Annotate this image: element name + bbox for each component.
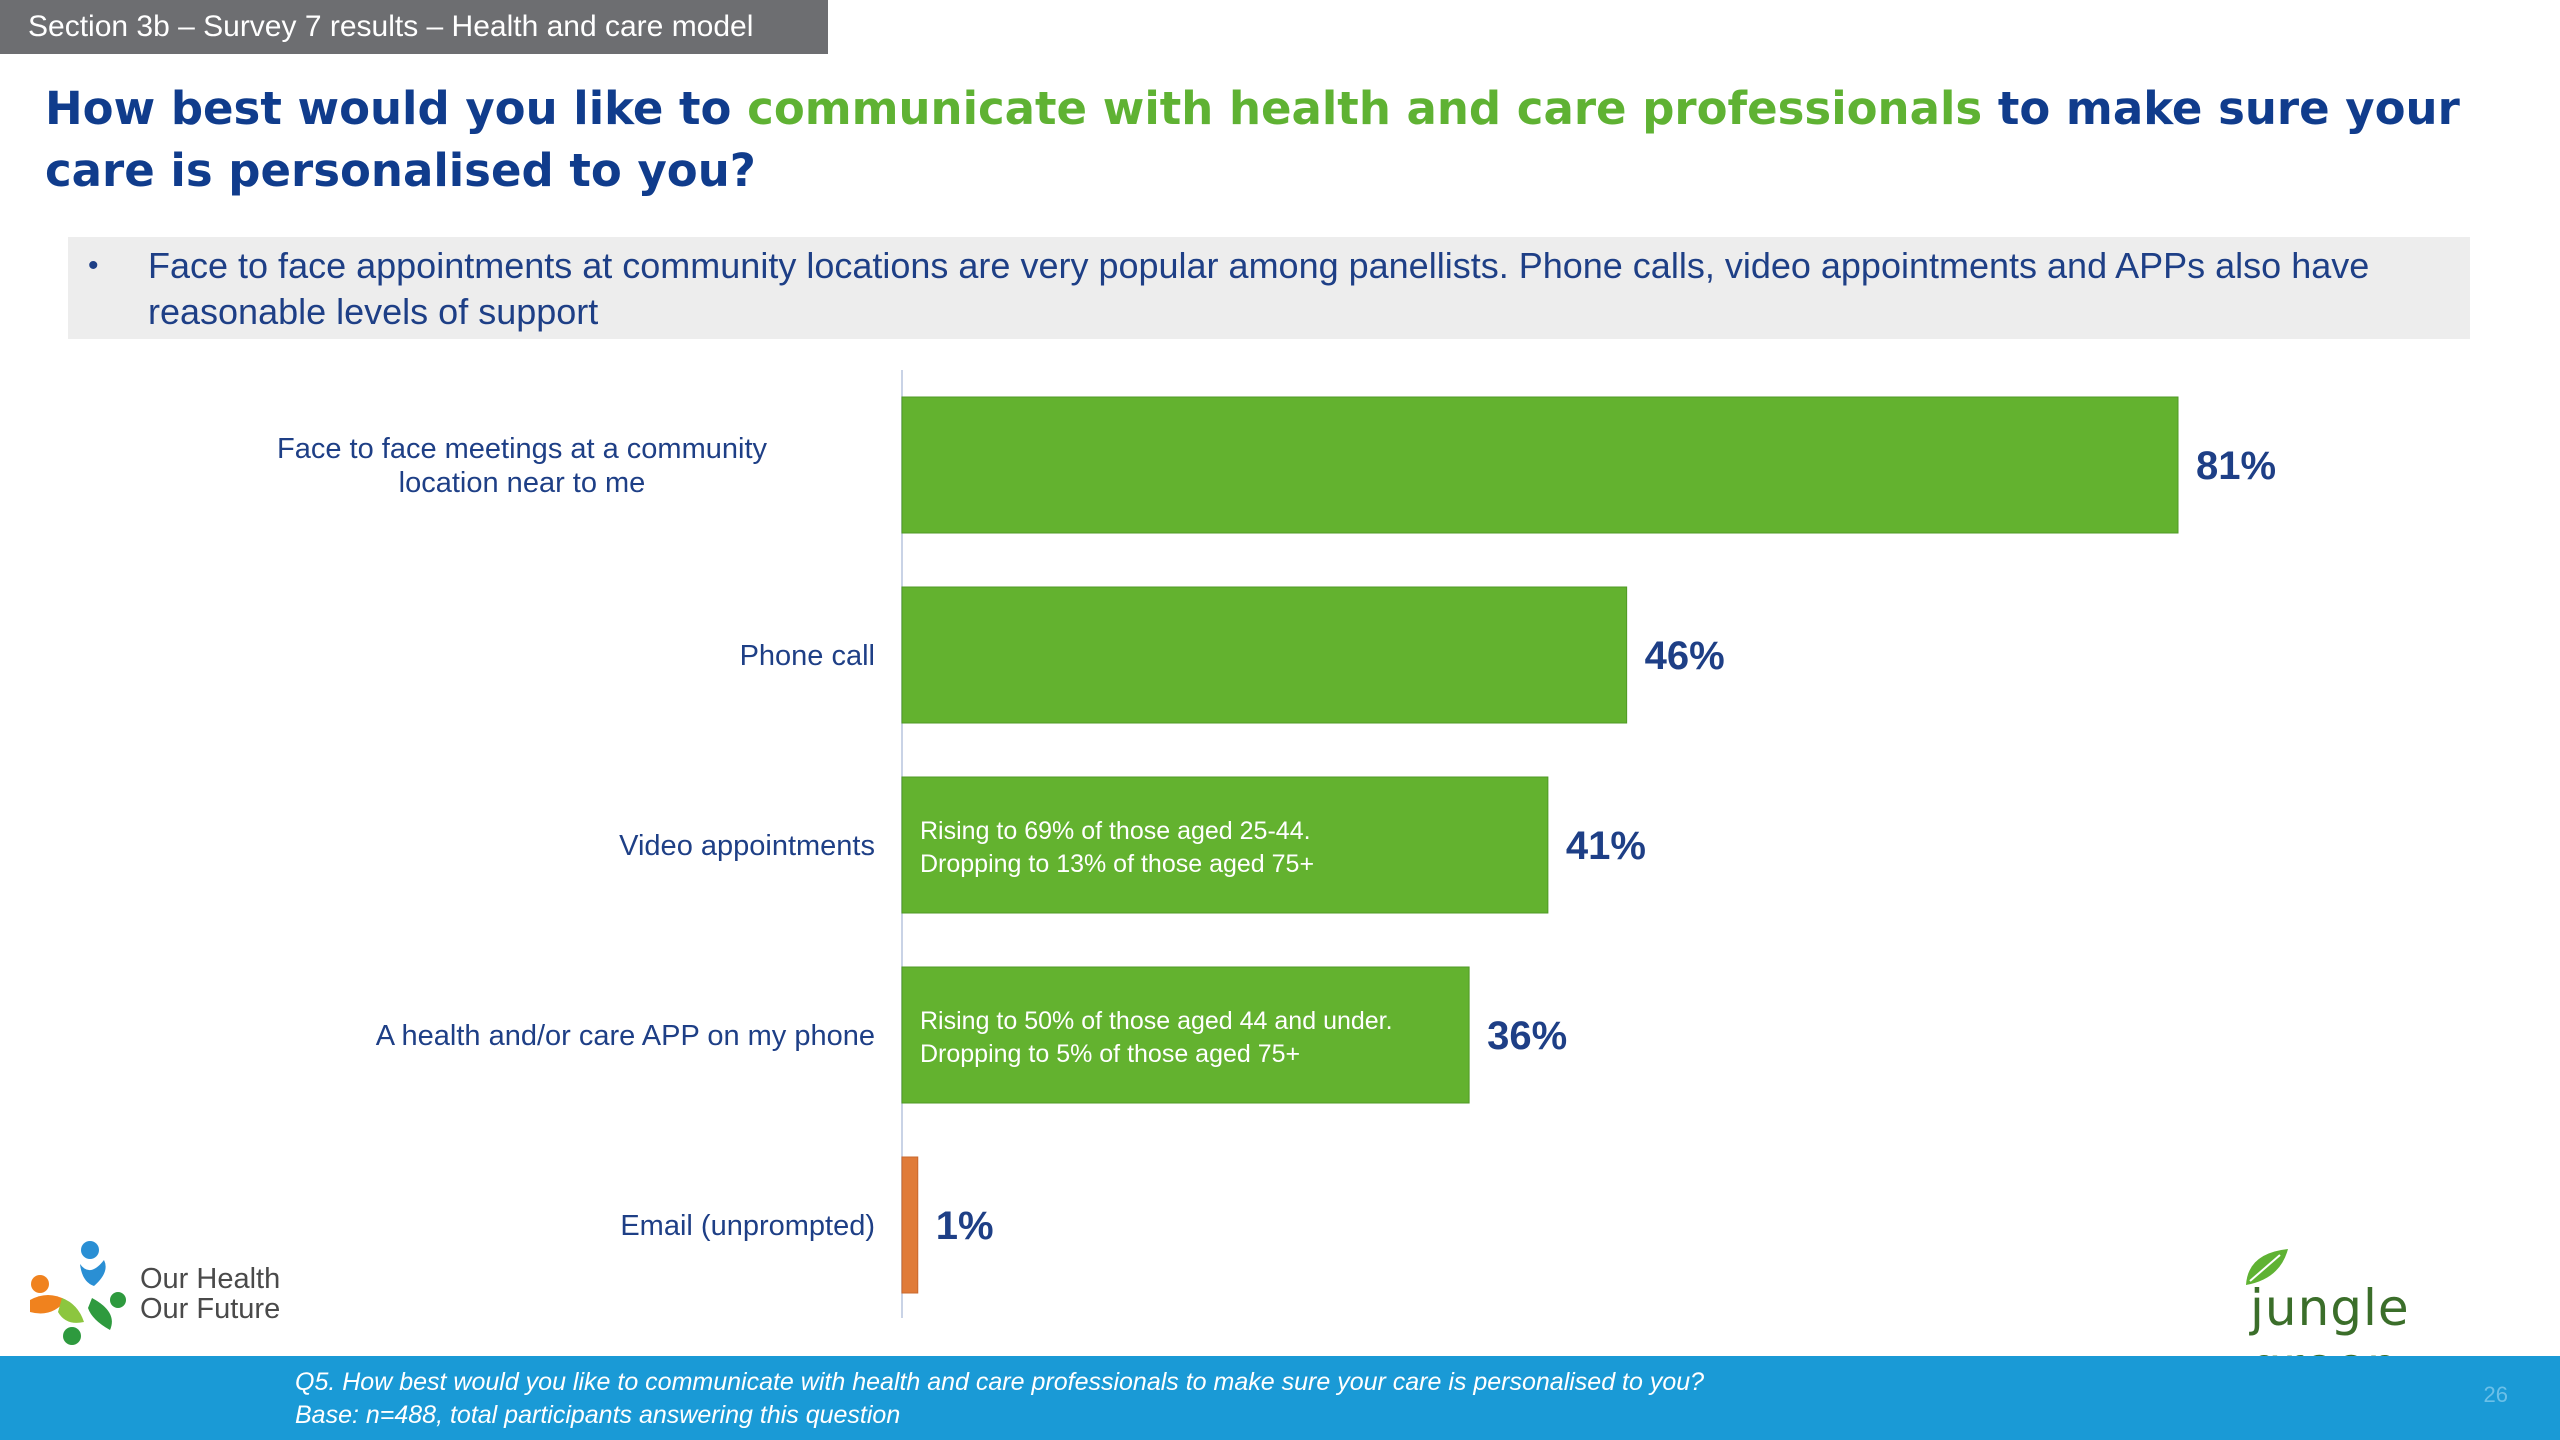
category-label-2: Phone call [740, 640, 875, 672]
leaf-logo-icon [2246, 1249, 2288, 1285]
summary-text: Face to face appointments at community l… [148, 245, 2370, 332]
category-label-3: Video appointments [619, 830, 875, 862]
title-highlight: communicate with health and care profess… [747, 82, 1983, 135]
our-health-our-future-logo: Our Health Our Future [22, 1238, 302, 1348]
jungle-green-logo: jungle green [2240, 1245, 2540, 1395]
section-tag: Section 3b – Survey 7 results – Health a… [0, 0, 828, 54]
title-part-2: to make sure your care is personalised t… [45, 82, 2460, 197]
value-label-5: 1% [936, 1204, 994, 1248]
category-label-1: Face to face meetings at a community loca… [277, 433, 767, 499]
bar-chart: 81% Face to face meetings at a community l… [277, 370, 2276, 1318]
page-number: 26 [2483, 1382, 2508, 1407]
value-label-4: 36% [1487, 1014, 1567, 1058]
footer-bar: Q5. How best would you like to communica… [0, 1356, 2560, 1440]
bar-4 [901, 966, 1470, 1104]
title-part-1: How best would you like to [45, 82, 748, 135]
bar-annotation-3: Rising to 69% of those aged 25-44. Droppi… [920, 817, 1314, 878]
logo-line-1: Our Health [140, 1263, 281, 1295]
summary-box: • Face to face appointments at community… [68, 237, 2470, 339]
category-label-4: A health and/or care APP on my phone [376, 1020, 875, 1052]
value-label-2: 46% [1645, 634, 1725, 678]
footer-question: Q5. How best would you like to communica… [295, 1368, 1705, 1396]
page-title: How best would you like to communicate w… [45, 78, 2485, 202]
bar-annotation-4: Rising to 50% of those aged 44 and under… [920, 1007, 1393, 1068]
bar-5 [901, 1156, 919, 1294]
people-logo-icon [30, 1241, 126, 1345]
value-label-3: 41% [1566, 824, 1646, 868]
category-label-5: Email (unprompted) [620, 1210, 875, 1242]
bar-1 [901, 396, 2179, 534]
bar-2 [901, 586, 1628, 724]
bar-3 [901, 776, 1549, 914]
value-label-1: 81% [2196, 444, 2276, 488]
footer-base: Base: n=488, total participants answerin… [295, 1401, 901, 1429]
logo-line-2: Our Future [140, 1293, 281, 1325]
summary-bullet: • [88, 249, 99, 282]
